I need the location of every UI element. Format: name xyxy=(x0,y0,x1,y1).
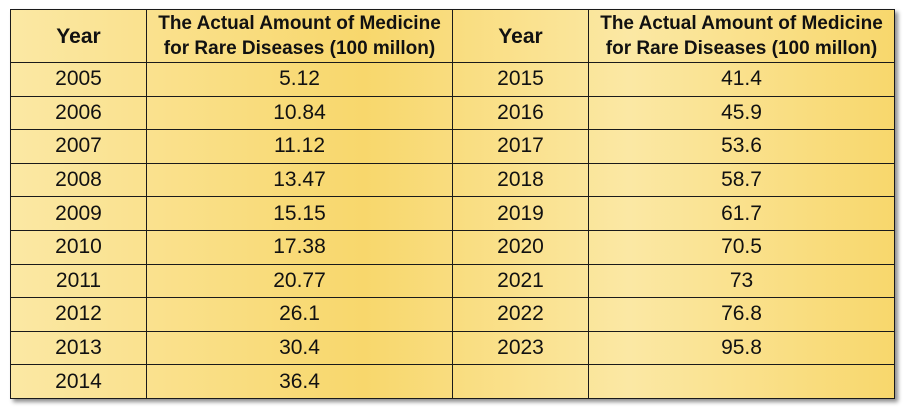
table-row: 2012 26.1 2022 76.8 xyxy=(10,297,895,332)
table-row: 2009 15.15 2019 61.7 xyxy=(10,196,895,231)
amount-cell: 17.38 xyxy=(146,229,453,265)
amount-cell: 10.84 xyxy=(146,95,453,131)
year-cell: 2009 xyxy=(10,196,147,231)
year-cell: 2007 xyxy=(10,129,147,164)
amount-cell: 5.12 xyxy=(146,62,453,97)
year-cell: 2020 xyxy=(452,229,589,265)
amount-cell: 73 xyxy=(588,263,895,299)
table-row: 2006 10.84 2016 45.9 xyxy=(10,95,895,131)
year-cell: 2014 xyxy=(10,364,147,399)
amount-cell: 95.8 xyxy=(588,330,895,366)
table-row: 2014 36.4 xyxy=(10,364,895,399)
table-row: 2013 30.4 2023 95.8 xyxy=(10,330,895,366)
year-cell: 2013 xyxy=(10,330,147,366)
year-cell: 2017 xyxy=(452,129,589,164)
amount-cell-empty xyxy=(588,364,895,399)
year-cell: 2011 xyxy=(10,263,147,299)
medicine-amount-table: Year The Actual Amount of Medicine for R… xyxy=(10,9,895,399)
header-year-left: Year xyxy=(10,9,147,63)
year-cell: 2008 xyxy=(10,162,147,198)
year-cell: 2006 xyxy=(10,95,147,131)
amount-cell: 15.15 xyxy=(146,196,453,231)
year-cell-empty xyxy=(452,364,589,399)
amount-cell: 13.47 xyxy=(146,162,453,198)
table-row: 2008 13.47 2018 58.7 xyxy=(10,162,895,198)
table-header-row: Year The Actual Amount of Medicine for R… xyxy=(10,9,895,63)
header-amount-left: The Actual Amount of Medicine for Rare D… xyxy=(146,9,453,63)
amount-cell: 61.7 xyxy=(588,196,895,231)
header-amount-line2: for Rare Diseases (100 millon) xyxy=(163,38,436,59)
table-row: 2005 5.12 2015 41.4 xyxy=(10,62,895,97)
amount-cell: 53.6 xyxy=(588,129,895,164)
amount-cell: 76.8 xyxy=(588,297,895,332)
year-cell: 2023 xyxy=(452,330,589,366)
year-cell: 2016 xyxy=(452,95,589,131)
header-amount-line2: for Rare Diseases (100 millon) xyxy=(605,38,878,59)
amount-cell: 36.4 xyxy=(146,364,453,399)
amount-cell: 58.7 xyxy=(588,162,895,198)
amount-cell: 41.4 xyxy=(588,62,895,97)
year-cell: 2005 xyxy=(10,62,147,97)
amount-cell: 45.9 xyxy=(588,95,895,131)
header-amount-line1: The Actual Amount of Medicine xyxy=(600,13,883,34)
amount-cell: 30.4 xyxy=(146,330,453,366)
year-cell: 2015 xyxy=(452,62,589,97)
year-cell: 2010 xyxy=(10,229,147,265)
header-amount-right: The Actual Amount of Medicine for Rare D… xyxy=(588,9,895,63)
amount-cell: 70.5 xyxy=(588,229,895,265)
amount-cell: 26.1 xyxy=(146,297,453,332)
amount-cell: 11.12 xyxy=(146,129,453,164)
year-cell: 2018 xyxy=(452,162,589,198)
data-table-container: Year The Actual Amount of Medicine for R… xyxy=(10,9,895,399)
table-row: 2010 17.38 2020 70.5 xyxy=(10,229,895,265)
amount-cell: 20.77 xyxy=(146,263,453,299)
header-amount-line1: The Actual Amount of Medicine xyxy=(158,13,441,34)
year-cell: 2021 xyxy=(452,263,589,299)
table-row: 2007 11.12 2017 53.6 xyxy=(10,129,895,164)
table-row: 2011 20.77 2021 73 xyxy=(10,263,895,299)
table-body: 2005 5.12 2015 41.4 2006 10.84 2016 45.9… xyxy=(10,62,895,399)
year-cell: 2022 xyxy=(452,297,589,332)
year-cell: 2019 xyxy=(452,196,589,231)
header-year-right: Year xyxy=(452,9,589,63)
year-cell: 2012 xyxy=(10,297,147,332)
